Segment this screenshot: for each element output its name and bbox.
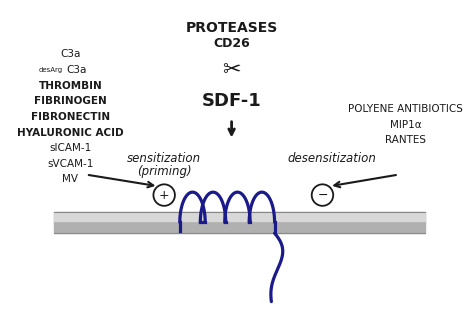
Text: PROTEASES: PROTEASES — [185, 21, 278, 35]
Text: C3a: C3a — [66, 65, 87, 75]
Text: CD26: CD26 — [213, 37, 250, 50]
Text: desArg: desArg — [38, 67, 63, 73]
Text: (priming): (priming) — [137, 165, 191, 178]
Text: −: − — [317, 188, 328, 202]
Text: MV: MV — [63, 174, 78, 184]
Text: FIBRINOGEN: FIBRINOGEN — [34, 96, 107, 106]
Text: sICAM-1: sICAM-1 — [49, 143, 91, 153]
Text: THROMBIN: THROMBIN — [38, 80, 102, 91]
Text: ✂: ✂ — [222, 60, 241, 80]
Text: sensitization: sensitization — [127, 152, 201, 165]
Text: POLYENE ANTIBIOTICS: POLYENE ANTIBIOTICS — [348, 104, 463, 114]
Text: desensitization: desensitization — [288, 152, 377, 165]
Bar — [54, 212, 425, 233]
Text: FIBRONECTIN: FIBRONECTIN — [31, 112, 110, 122]
Text: SDF-1: SDF-1 — [202, 92, 262, 110]
Text: +: + — [159, 188, 170, 202]
Text: C3a: C3a — [60, 49, 81, 59]
Bar — [54, 212, 425, 222]
Text: sVCAM-1: sVCAM-1 — [47, 159, 93, 169]
Text: HYALURONIC ACID: HYALURONIC ACID — [17, 128, 124, 138]
Text: RANTES: RANTES — [385, 135, 426, 145]
Text: MIP1α: MIP1α — [390, 120, 421, 130]
